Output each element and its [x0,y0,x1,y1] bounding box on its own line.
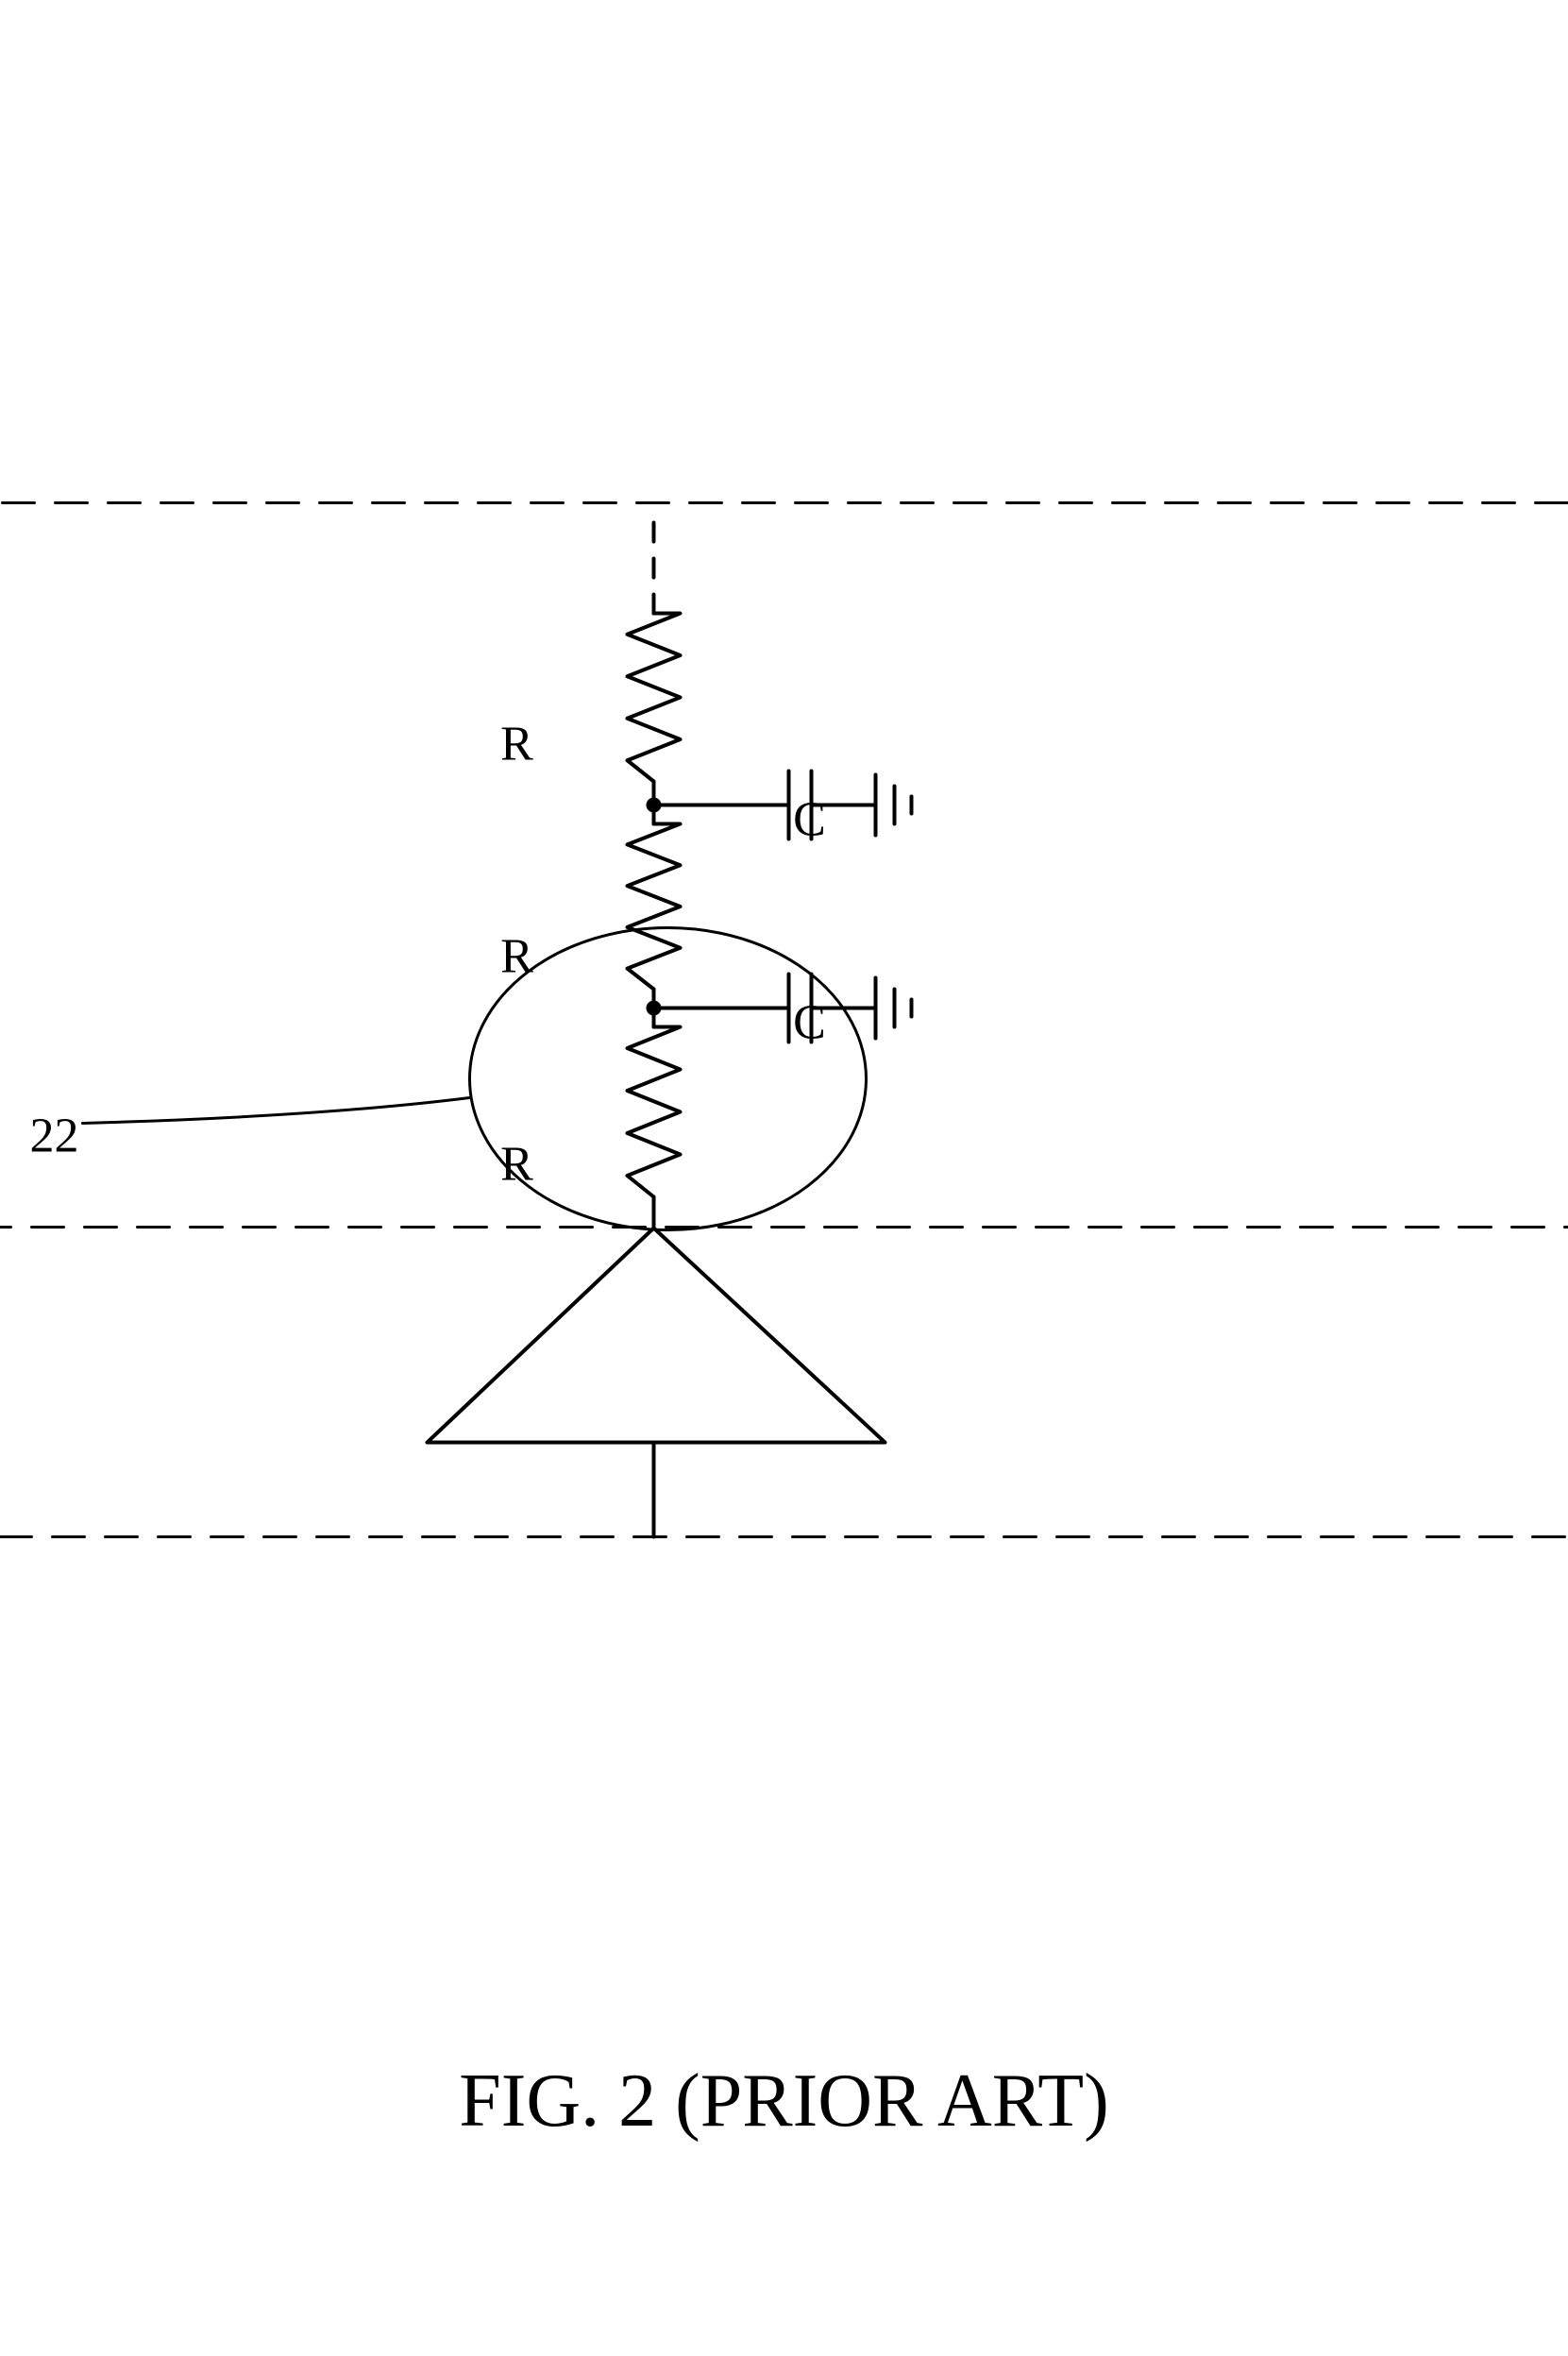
svg-text:R: R [500,1137,533,1191]
svg-text:C: C [793,792,826,846]
svg-text:C: C [793,995,826,1049]
svg-text:R: R [500,717,533,771]
svg-text:R: R [500,929,533,983]
svg-text:22: 22 [30,1109,79,1162]
circuit-diagram: 162022RRRCC [0,0,1568,2356]
figure-caption: FIG. 2 (PRIOR ART) [0,2059,1568,2144]
page: 162022RRRCC FIG. 2 (PRIOR ART) [0,0,1568,2356]
